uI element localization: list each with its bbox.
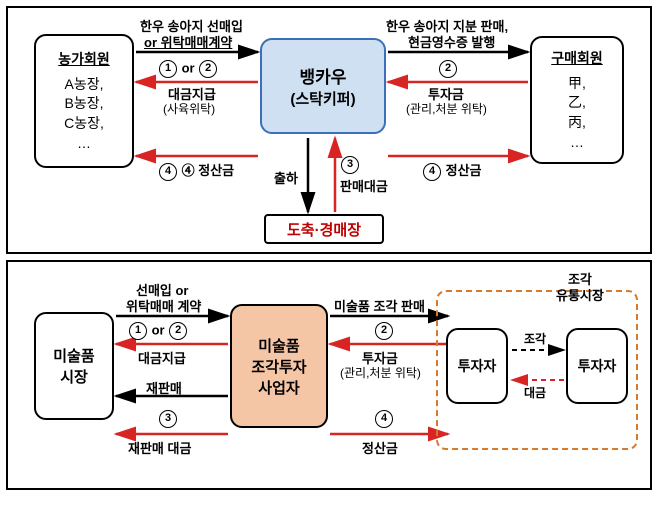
text: 투자자 [458,356,497,376]
lbl: 대금 [524,384,546,401]
lbl: 조각 [524,330,546,347]
title: 농가회원 [58,49,110,69]
lbl: 4 [374,410,394,428]
center-top: 뱅카우 [300,63,347,88]
line: 乙, [568,93,586,113]
box-investor-1: 투자자 [446,328,508,404]
line: … [570,133,584,153]
lbl: 3 [340,156,360,174]
box-art-market: 미술품 시장 [34,312,114,420]
box-buyer-members: 구매회원 甲, 乙, 丙, … [530,36,624,164]
group-title: 조각유통시장 [556,272,604,303]
lbl: or 위탁매매계약 [144,32,232,51]
lbl: 2 [374,322,394,340]
text: 도축·경매장 [287,219,361,240]
box-art-fraction-biz: 미술품 조각투자 사업자 [230,304,328,428]
lbl: 미술품 조각 판매 [334,296,425,315]
line: 미술품 [258,335,299,356]
lbl: 현금영수증 발행 [408,32,495,51]
lbl: 3 [158,410,178,428]
panel-top: 농가회원 A농장, B농장, C농장, … 뱅카우 (스탁키퍼) 구매회원 甲,… [6,6,652,254]
lbl: (관리,처분 위탁) [406,100,487,117]
box-farm-members: 농가회원 A농장, B농장, C농장, … [34,34,134,168]
line: 미술품 [53,345,94,366]
line: C농장, [64,114,104,134]
lbl: 2 [438,60,458,78]
lbl: 재판매 대금 [128,438,191,457]
box-investor-2: 투자자 [566,328,628,404]
lbl: 위탁매매 계약 [126,296,201,315]
lbl: 4 ④ 정산금 [158,160,234,181]
lbl: 판매대금 [340,176,388,195]
lbl: (사육위탁) [163,100,215,117]
lbl: 대금지급 [138,348,186,367]
lbl: (관리,처분 위탁) [340,364,421,381]
box-bankow: 뱅카우 (스탁키퍼) [260,38,386,134]
line: 사업자 [258,377,299,398]
lbl: 1 or 2 [158,60,218,78]
text: 투자자 [578,356,617,376]
line: 甲, [568,74,586,94]
line: 丙, [568,113,586,133]
lbl: 정산금 [362,438,398,457]
box-slaughter-auction: 도축·경매장 [264,214,384,244]
title: 구매회원 [551,48,603,68]
lbl: 출하 [274,168,298,187]
line: … [77,134,91,154]
panel-bottom: 미술품 시장 미술품 조각투자 사업자 조각유통시장 투자자 투자자 선매입 o… [6,260,652,490]
lbl: 1 or 2 [128,322,188,340]
line: 조각투자 [251,356,306,377]
lbl: 4 정산금 [422,160,482,181]
line: A농장, [65,75,104,95]
line: 시장 [60,366,88,387]
lbl: 재판매 [146,378,182,397]
line: B농장, [65,94,104,114]
center-bottom: (스탁키퍼) [290,88,355,109]
